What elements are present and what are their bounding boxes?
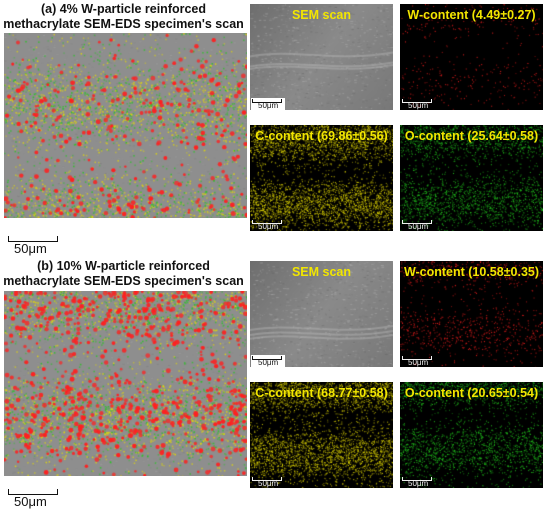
panel-a-o-scale-bar: 50μm [402,220,434,231]
panel-b-title-line2: methacrylate SEM-EDS specimen's scan [3,274,244,288]
panel-b-c-label: C-content (68.77±0.58) [255,386,388,400]
panel-a-sem-label: SEM scan [291,8,352,22]
panel-b-c-tile: C-content (68.77±0.58) 50μm [250,382,393,488]
panel-a-title: (a) 4% W-particle reinforced methacrylat… [0,2,247,32]
panel-a-c-label: C-content (69.86±0.56) [255,129,388,143]
panel-a-composite-map [4,33,247,218]
panel-b-c-scale-bar: 50μm [252,477,284,488]
panel-b-title: (b) 10% W-particle reinforced methacryla… [0,259,247,289]
panel-a-c-scale-bar: 50μm [252,220,284,231]
panel-b-w-tile: W-content (10.58±0.35) 50μm [400,261,543,367]
panel-b-title-line1: (b) 10% W-particle reinforced [37,259,210,273]
panel-b-sem-tile: SEM scan 50μm [250,261,393,367]
panel-b-scale-bar-label: 50μm [14,494,47,509]
panel-a-title-line1: (a) 4% W-particle reinforced [40,2,207,16]
panel-a-sem-tile: SEM scan 50μm [250,4,393,110]
panel-a-o-label: O-content (25.64±0.58) [404,129,539,143]
panel-b-o-label: O-content (20.65±0.54) [404,386,539,400]
panel-b-o-scale-bar: 50μm [402,477,434,488]
panel-a-title-line2: methacrylate SEM-EDS specimen's scan [3,17,244,31]
panel-b-o-tile: O-content (20.65±0.54) 50μm [400,382,543,488]
panel-a-w-scale-bar: 50μm [402,99,434,110]
panel-a-w-label: W-content (4.49±0.27) [407,8,536,22]
panel-b-sem-label: SEM scan [291,265,352,279]
panel-b-w-label: W-content (10.58±0.35) [403,265,540,279]
panel-a-w-tile: W-content (4.49±0.27) 50μm [400,4,543,110]
panel-a-c-tile: C-content (69.86±0.56) 50μm [250,125,393,231]
panel-a-o-tile: O-content (25.64±0.58) 50μm [400,125,543,231]
panel-a-scale-bar-label: 50μm [14,241,47,256]
panel-b-w-scale-bar: 50μm [402,356,434,367]
panel-a-sem-scale-bar: 50μm [252,99,284,110]
panel-b-sem-scale-bar: 50μm [252,356,284,367]
panel-b-composite-map [4,291,247,476]
